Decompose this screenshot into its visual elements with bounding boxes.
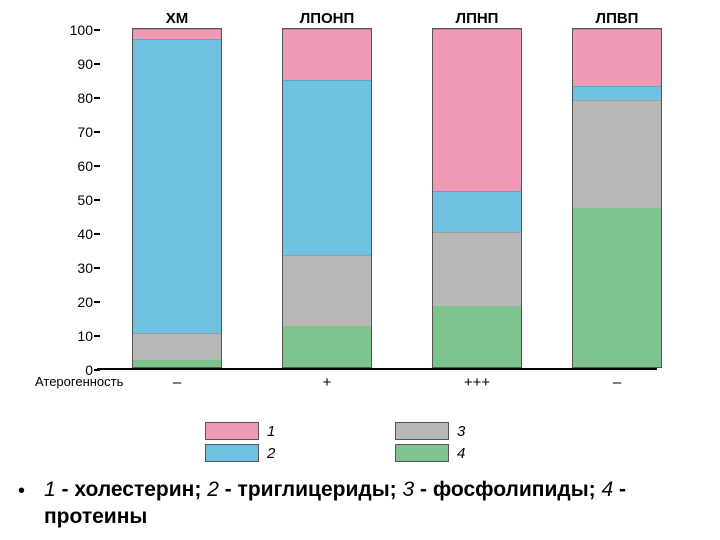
y-tick-mark [94, 63, 100, 65]
bar-segment [283, 29, 371, 80]
bar-segment [573, 100, 661, 208]
legend-swatch [395, 444, 449, 462]
y-tick-label: 0 [65, 362, 93, 378]
y-tick-mark [94, 165, 100, 167]
atherogenicity-value: +++ [464, 374, 490, 391]
y-tick-mark [94, 131, 100, 133]
bar-segment [573, 29, 661, 86]
y-tick-mark [94, 97, 100, 99]
atherogenicity-value: + [323, 374, 332, 391]
category-title: ЛПНП [456, 10, 499, 27]
y-tick-label: 50 [65, 192, 93, 208]
legend-item: 4 [395, 444, 545, 462]
bar-segment [433, 306, 521, 367]
bar-segment [283, 326, 371, 367]
caption-text: 1 - холестерин; 2 - триглицериды; 3 - фо… [44, 477, 678, 531]
bar-segment [433, 232, 521, 306]
legend-item: 2 [205, 444, 355, 462]
y-tick-label: 70 [65, 124, 93, 140]
category-title: ЛПВП [596, 10, 639, 27]
stacked-bar [432, 28, 522, 368]
y-tick-label: 80 [65, 90, 93, 106]
stacked-bar [132, 28, 222, 368]
stacked-bar [572, 28, 662, 368]
y-tick-label: 60 [65, 158, 93, 174]
bar-segment [133, 360, 221, 367]
y-tick-mark [94, 199, 100, 201]
legend: 1 3 2 4 [205, 422, 545, 462]
y-tick-label: 20 [65, 294, 93, 310]
y-tick-label: 40 [65, 226, 93, 242]
atherogenicity-value: – [613, 374, 621, 391]
caption: • 1 - холестерин; 2 - триглицериды; 3 - … [18, 477, 678, 531]
bar-segment [433, 29, 521, 191]
legend-label: 3 [457, 423, 465, 440]
y-tick-label: 90 [65, 56, 93, 72]
legend-label: 2 [267, 445, 275, 462]
atherogenicity-value: – [173, 374, 181, 391]
bar-segment [133, 333, 221, 360]
bar-segment [283, 255, 371, 326]
y-tick-label: 10 [65, 328, 93, 344]
bullet-icon: • [18, 479, 25, 505]
legend-label: 4 [457, 445, 465, 462]
legend-swatch [205, 422, 259, 440]
bar-segment [283, 80, 371, 256]
y-tick-mark [94, 335, 100, 337]
x-axis-row: Атерогенность –++++– [35, 374, 665, 396]
category-title: ХМ [166, 10, 189, 27]
legend-item: 3 [395, 422, 545, 440]
y-tick-mark [94, 301, 100, 303]
bar-segment [433, 191, 521, 232]
stacked-bar [282, 28, 372, 368]
y-tick-mark [94, 233, 100, 235]
bar-segment [133, 29, 221, 39]
chart-container: Атерогенность –++++– 0102030405060708090… [35, 12, 665, 407]
y-tick-label: 30 [65, 260, 93, 276]
plot-area [97, 30, 657, 370]
bar-segment [133, 39, 221, 333]
bar-segment [573, 208, 661, 367]
legend-label: 1 [267, 423, 275, 440]
y-tick-label: 100 [65, 22, 93, 38]
category-title: ЛПОНП [300, 10, 355, 27]
bar-segment [573, 86, 661, 100]
y-tick-mark [94, 29, 100, 31]
y-tick-mark [94, 369, 100, 371]
legend-item: 1 [205, 422, 355, 440]
legend-swatch [205, 444, 259, 462]
y-tick-mark [94, 267, 100, 269]
legend-swatch [395, 422, 449, 440]
